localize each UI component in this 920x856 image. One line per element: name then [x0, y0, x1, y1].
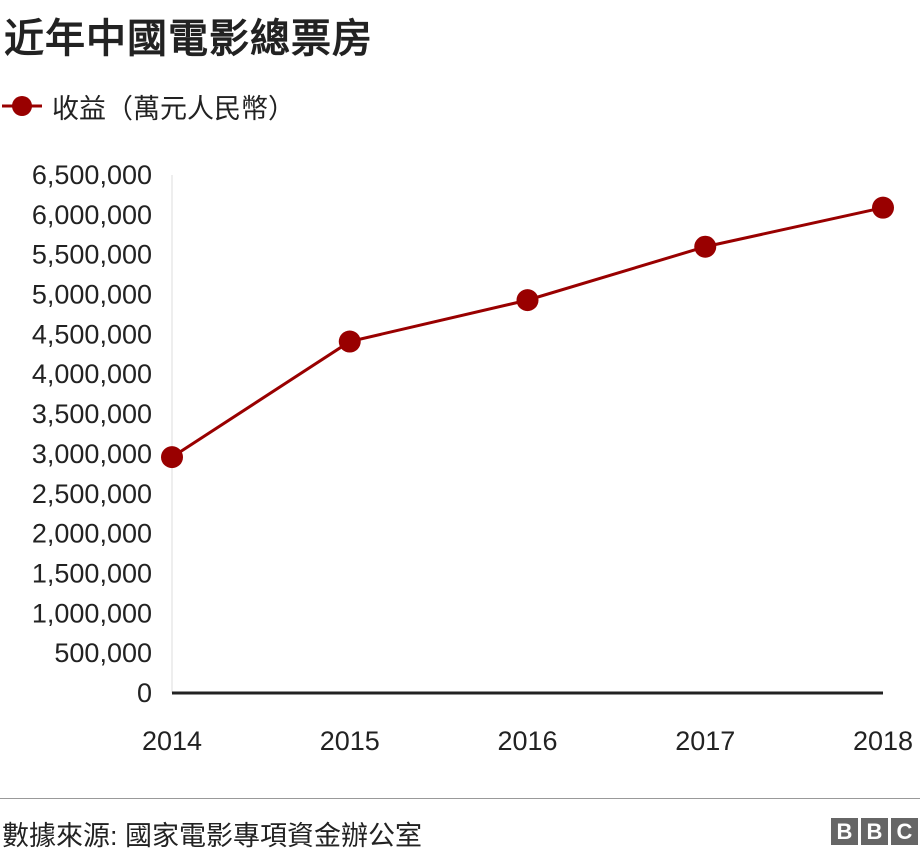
legend: 收益（萬元人民幣） — [0, 86, 295, 126]
y-tick-label: 2,500,000 — [32, 479, 152, 509]
y-tick-label: 2,000,000 — [32, 519, 152, 549]
x-tick-label: 2016 — [497, 726, 557, 756]
y-tick-label: 0 — [137, 678, 152, 708]
legend-dot — [12, 96, 32, 116]
y-tick-label: 5,000,000 — [32, 280, 152, 310]
source-note: 數據來源: 國家電影專項資金辦公室 — [2, 821, 423, 851]
chart-title: 近年中國電影總票房 — [4, 17, 373, 61]
footer-divider — [0, 798, 920, 799]
logo-letter: B — [831, 818, 858, 845]
data-point — [694, 235, 717, 258]
x-tick-label: 2014 — [142, 726, 202, 756]
y-tick-label: 5,500,000 — [32, 240, 152, 270]
y-tick-label: 6,500,000 — [32, 160, 152, 190]
legend-marker-icon — [2, 96, 42, 116]
y-tick-label: 4,000,000 — [32, 359, 152, 389]
data-point — [516, 289, 539, 312]
x-tick-label: 2015 — [320, 726, 380, 756]
x-tick-label: 2018 — [853, 726, 913, 756]
y-tick-label: 6,000,000 — [32, 200, 152, 230]
logo-letter: C — [891, 818, 918, 845]
logo-letter: B — [861, 818, 888, 845]
y-tick-label: 3,000,000 — [32, 439, 152, 469]
y-tick-label: 1,500,000 — [32, 558, 152, 588]
line-chart: 0 500,000 1,000,000 1,500,000 2,000,000 2,500… — [32, 160, 913, 756]
legend-label: 收益（萬元人民幣） — [52, 93, 295, 124]
series-line — [171, 206, 884, 459]
data-point — [161, 446, 183, 469]
y-tick-label: 3,500,000 — [32, 399, 152, 429]
bbc-logo: B B C — [831, 818, 918, 845]
x-tick-label: 2017 — [675, 726, 735, 756]
data-point — [872, 196, 894, 219]
y-tick-label: 500,000 — [54, 638, 152, 668]
data-point — [338, 330, 361, 353]
y-tick-label: 1,000,000 — [32, 598, 152, 628]
y-tick-label: 4,500,000 — [32, 319, 152, 349]
